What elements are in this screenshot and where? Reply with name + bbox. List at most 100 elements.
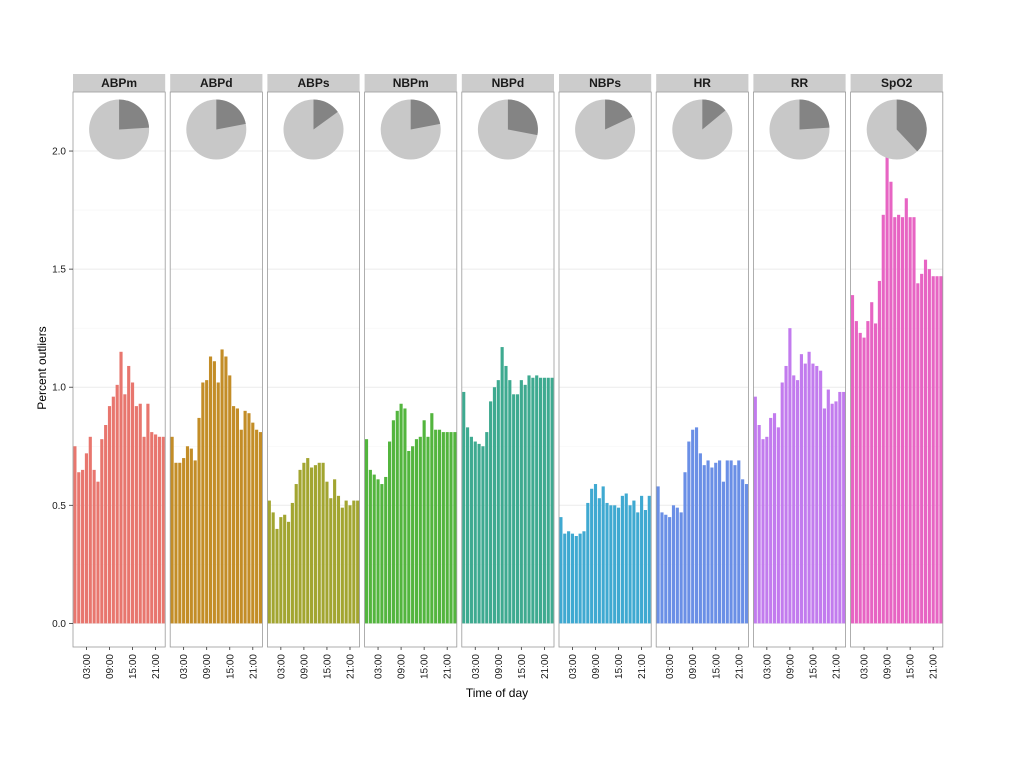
bar xyxy=(769,417,773,624)
bar xyxy=(718,460,722,624)
x-tick-label: 21:00 xyxy=(346,654,357,679)
bar xyxy=(489,401,493,624)
bar xyxy=(407,450,411,624)
panel-border xyxy=(266,91,360,648)
bar xyxy=(620,495,624,624)
bar xyxy=(107,406,112,624)
facet-title: RR xyxy=(791,76,809,90)
bar xyxy=(430,413,434,624)
bar xyxy=(593,484,598,624)
facet-strip xyxy=(559,74,652,92)
bar xyxy=(306,458,310,624)
bar xyxy=(372,474,376,624)
panel-background xyxy=(656,92,749,647)
bar xyxy=(567,531,571,624)
pie-slice xyxy=(605,99,633,130)
bar xyxy=(411,446,415,624)
bar xyxy=(189,448,193,624)
x-tick-label: 03:00 xyxy=(179,654,190,679)
bar xyxy=(96,481,100,624)
facet-spo2: SpO2 03:00 09:00 15:00 21:00 xyxy=(850,74,944,679)
x-tick-label: 15:00 xyxy=(614,654,625,679)
x-axis: 03:00 09:00 15:00 21:00 xyxy=(179,647,259,679)
bar xyxy=(469,436,473,624)
bar xyxy=(675,507,679,624)
bar xyxy=(897,214,901,624)
bar xyxy=(197,417,201,624)
bar xyxy=(935,276,939,624)
bar xyxy=(142,436,146,624)
bar xyxy=(325,481,329,624)
bar xyxy=(765,436,769,624)
bar xyxy=(258,432,263,624)
bar xyxy=(271,512,275,624)
x-tick-label: 09:00 xyxy=(591,654,602,679)
bar xyxy=(854,321,858,624)
y-tick-label: 0.0 xyxy=(52,619,66,630)
x-tick-label: 09:00 xyxy=(494,654,505,679)
bars xyxy=(656,427,749,624)
facet-strip xyxy=(656,74,749,92)
bar xyxy=(395,410,399,624)
bar xyxy=(356,500,360,624)
bar xyxy=(111,396,115,624)
bar xyxy=(916,283,920,624)
x-tick-label: 15:00 xyxy=(906,654,917,679)
bar xyxy=(636,512,640,624)
bar xyxy=(127,365,131,624)
bar xyxy=(931,276,935,624)
bar xyxy=(317,462,321,624)
bar xyxy=(870,302,874,624)
bar xyxy=(391,420,395,624)
bar xyxy=(376,479,380,624)
x-tick-label: 21:00 xyxy=(929,654,940,679)
pie-slice xyxy=(313,99,338,130)
bar xyxy=(92,469,96,624)
panel-border xyxy=(558,91,652,648)
x-tick-label: 09:00 xyxy=(299,654,310,679)
y-tick-label: 1.0 xyxy=(52,383,66,394)
bar xyxy=(613,505,617,624)
bar xyxy=(449,432,453,624)
panel-background xyxy=(170,92,263,647)
bar xyxy=(504,365,508,624)
bar xyxy=(193,460,197,624)
bar xyxy=(290,502,294,624)
bar xyxy=(694,427,699,624)
bar xyxy=(586,502,590,624)
bar xyxy=(628,505,632,624)
bar xyxy=(550,377,554,624)
pie-inset xyxy=(866,99,927,160)
pie-inset xyxy=(283,99,344,160)
bar xyxy=(862,337,866,624)
facet-abpd: ABPd 03:00 09:00 15:00 21:00 xyxy=(169,74,263,679)
bar xyxy=(418,436,422,624)
bar xyxy=(772,413,777,624)
bar xyxy=(538,377,543,624)
bar xyxy=(414,439,419,624)
x-tick-label: 15:00 xyxy=(225,654,236,679)
x-tick-label: 03:00 xyxy=(568,654,579,679)
bar xyxy=(826,389,830,624)
bar xyxy=(216,382,220,624)
bar xyxy=(462,391,466,624)
bar xyxy=(660,512,664,624)
bar xyxy=(725,460,729,624)
bar xyxy=(542,377,546,624)
facet-title: NBPs xyxy=(589,76,621,90)
x-tick-label: 21:00 xyxy=(151,654,162,679)
facet-strip xyxy=(850,74,943,92)
bar xyxy=(874,323,878,624)
bar xyxy=(563,533,567,624)
bar xyxy=(251,422,255,624)
bar xyxy=(84,453,89,624)
panel-border xyxy=(461,91,555,648)
bar xyxy=(877,280,881,624)
bar xyxy=(687,441,691,624)
facet-panels: ABPm 03:00 09:00 15:00 21:00 ABPd 03:00 09:00 15… xyxy=(72,74,944,679)
bar xyxy=(81,469,85,624)
bar xyxy=(115,384,119,624)
bar xyxy=(138,403,142,624)
x-tick-label: 21:00 xyxy=(540,654,551,679)
pie-slice xyxy=(410,99,441,130)
